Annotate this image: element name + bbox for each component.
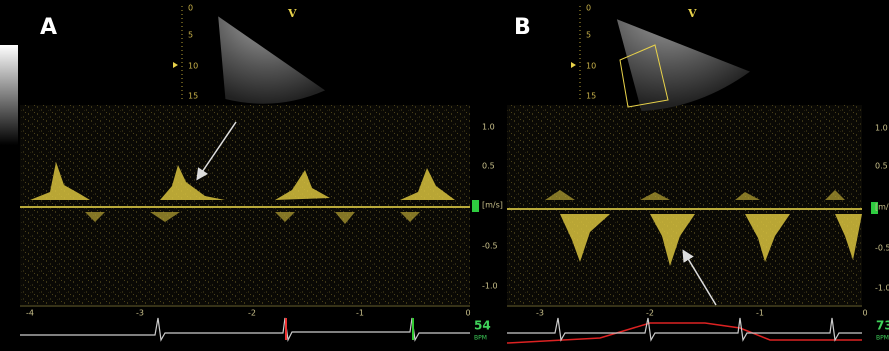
depth-tick-label: 5 (188, 31, 193, 40)
velocity-tick-label: -0.5 (875, 244, 889, 253)
velocity-tick-label: 0.5 (482, 162, 495, 171)
depth-tick-label: 10 (586, 62, 596, 71)
time-tick-label: -3 (536, 309, 544, 318)
ecg-trace (507, 317, 862, 342)
depth-pointer (571, 62, 576, 68)
depth-tick-label: 5 (586, 31, 591, 40)
time-tick-label: -2 (646, 309, 654, 318)
waveform (560, 214, 862, 266)
velocity-tick-label: -1.0 (482, 282, 498, 291)
probe-marker: V (687, 7, 697, 20)
heart-rate-unit: BPM (474, 335, 487, 342)
arrow (196, 121, 237, 181)
baseline-marker (871, 202, 878, 214)
time-tick-label: 0 (465, 309, 470, 318)
probe-marker: V (287, 7, 297, 20)
time-tick-label: -1 (356, 309, 364, 318)
time-tick-label: -1 (756, 309, 764, 318)
doppler-spectrum (20, 105, 470, 305)
b-mode-sector (218, 16, 326, 104)
baseline-marker (472, 200, 479, 212)
b-mode-sector (616, 19, 750, 111)
panel-label: B (514, 15, 531, 40)
panel-label: A (40, 15, 57, 40)
depth-tick-label: 15 (188, 92, 198, 101)
velocity-tick-label: -0.5 (482, 242, 498, 251)
velocity-tick-label: [m/s] (482, 201, 503, 210)
arrow (682, 249, 717, 306)
velocity-tick-label: 1.0 (482, 123, 495, 132)
depth-tick-label: 0 (188, 4, 193, 13)
depth-tick-label: 10 (188, 62, 198, 71)
heart-rate: 54 (474, 319, 491, 333)
doppler-spectrum (507, 105, 862, 305)
time-tick-label: -3 (136, 309, 144, 318)
depth-tick-label: 15 (586, 92, 596, 101)
heart-rate: 73 (876, 319, 889, 333)
time-tick-label: -2 (248, 309, 256, 318)
depth-tick-label: 0 (586, 4, 591, 13)
waveform (30, 162, 455, 200)
velocity-tick-label: 0.5 (875, 162, 888, 171)
velocity-tick-label: -1.0 (875, 284, 889, 293)
depth-pointer (173, 62, 178, 68)
time-tick-label: 0 (862, 309, 867, 318)
gray-scale-bar (0, 45, 18, 145)
heart-rate-unit: BPM (876, 335, 889, 342)
velocity-tick-label: [m/s] (875, 203, 889, 212)
pressure-trace (506, 322, 862, 344)
sample-gate (619, 44, 669, 108)
waveform (85, 212, 420, 224)
time-tick-label: -4 (26, 309, 34, 318)
velocity-tick-label: 1.0 (875, 124, 888, 133)
